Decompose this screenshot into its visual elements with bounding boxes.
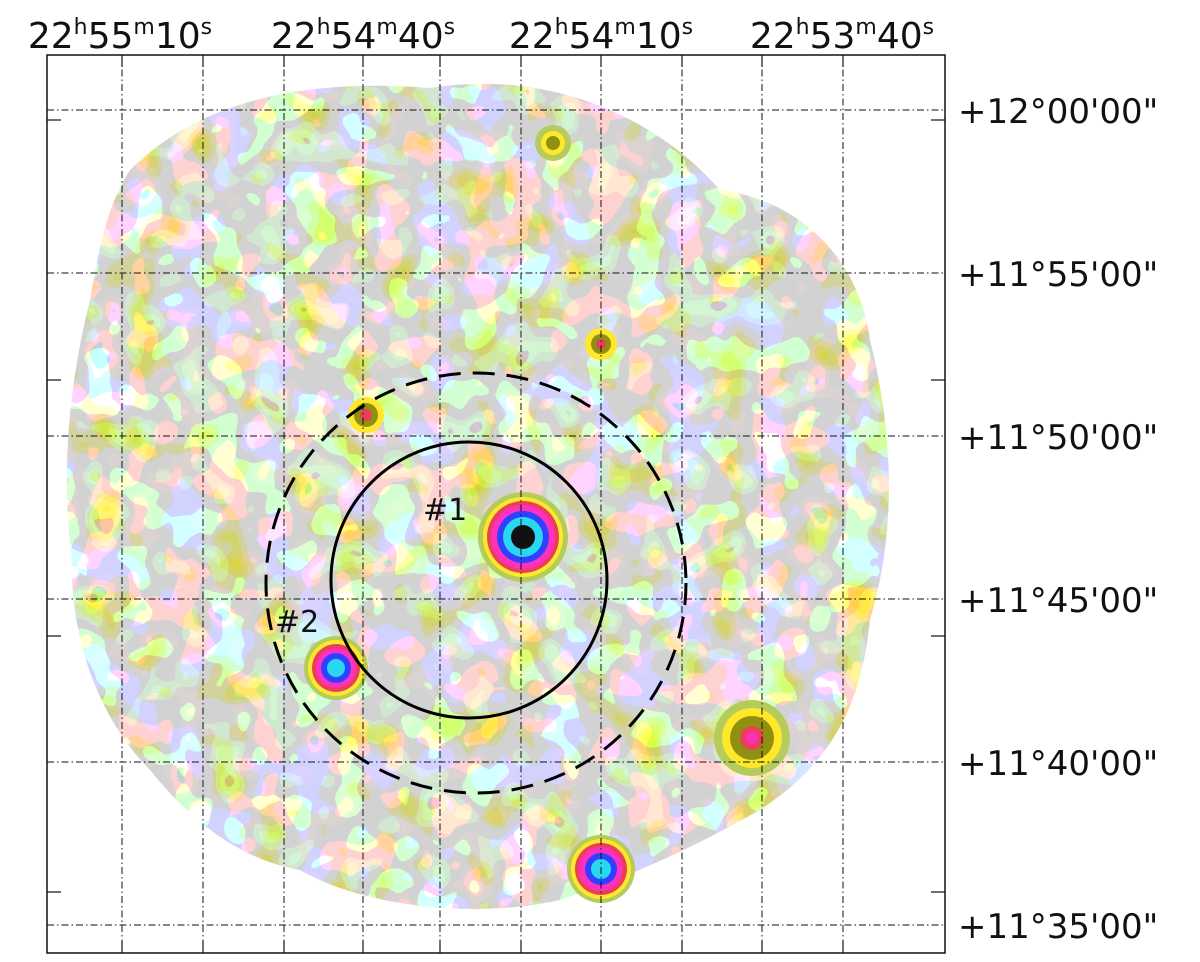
ra-tick-label: 22h55m10s: [28, 15, 212, 57]
dec-tick-label: +11°40'00": [958, 744, 1158, 784]
faint-source-peak: [535, 125, 571, 161]
dec-tick-label: +11°35'00": [958, 907, 1158, 947]
faint-source-peak: [348, 397, 384, 433]
source-2-peak: [304, 636, 368, 700]
axis-ticks: [47, 55, 945, 953]
background-annulus-dashed: [264, 371, 688, 795]
coordinate-grid: [47, 55, 945, 953]
dec-tick-label: +11°45'00": [958, 581, 1158, 621]
source-2-label: #2: [275, 605, 319, 640]
source-1-label: #1: [423, 493, 467, 528]
dec-tick-label: +11°50'00": [958, 418, 1158, 458]
ra-tick-label: 22h53m40s: [750, 15, 934, 57]
source-1-peak: [478, 492, 568, 582]
ra-axis-labels: 22h55m10s 22h54m40s 22h54m10s 22h53m40s: [28, 15, 934, 57]
eastern-source-peak: [714, 700, 790, 776]
point-sources: [304, 125, 790, 903]
ra-tick-label: 22h54m10s: [509, 15, 693, 57]
dec-tick-label: +12°00'00": [958, 92, 1158, 132]
dec-tick-label: +11°55'00": [958, 255, 1158, 295]
dec-axis-labels: +12°00'00" +11°55'00" +11°50'00" +11°45'00"…: [958, 92, 1158, 947]
faint-source-peak: [585, 328, 617, 360]
ra-tick-label: 22h54m40s: [271, 15, 455, 57]
source-region-circle: [329, 440, 609, 720]
